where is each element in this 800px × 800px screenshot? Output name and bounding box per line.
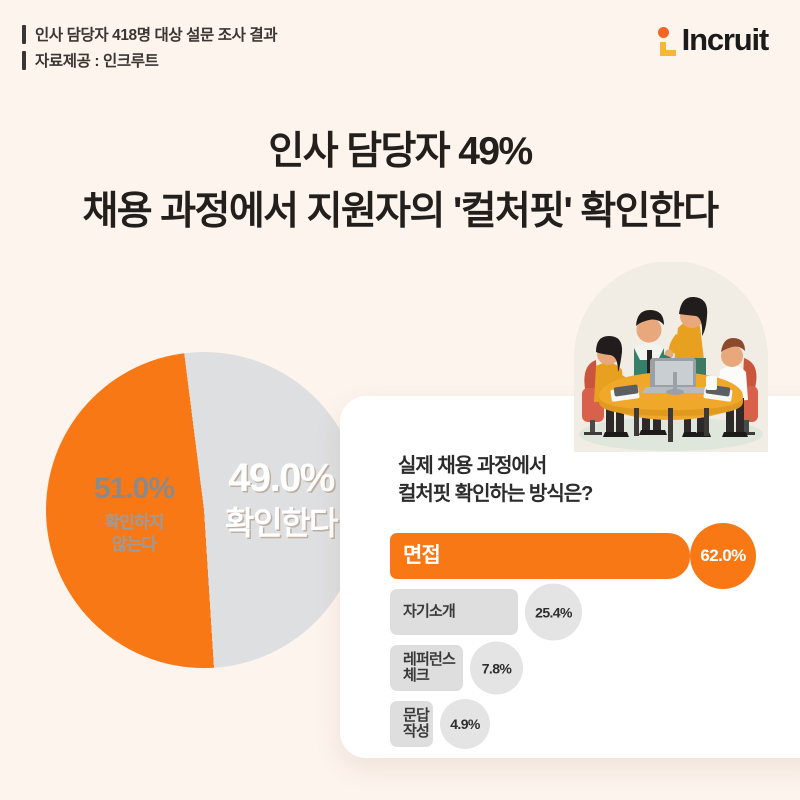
header-line-2: 자료제공 : 인크루트 — [22, 48, 277, 72]
pie-yes-label: 확인한다 — [224, 505, 339, 541]
pie-no-percent: 51.0% — [93, 472, 175, 505]
survey-subject-text: 인사 담당자 418명 대상 설문 조사 결과 — [35, 27, 278, 44]
bar-label: 자기소개 — [403, 602, 456, 620]
bar-label: 문답 작성 — [403, 706, 430, 740]
bar-chart: 면접 62.0% 자기소개 25.4% 레퍼런스 체크 7.8% 문답 작성 4.9% — [390, 523, 800, 757]
meeting-illustration — [556, 262, 786, 452]
bar-row: 자기소개 25.4% — [390, 583, 800, 641]
pie-chart: 51.0% 확인하지 않는다 49.0% 확인한다 — [46, 352, 362, 668]
bar-row: 면접 62.0% — [390, 523, 800, 589]
methods-card: 실제 채용 과정에서 컬처핏 확인하는 방식은? 면접 62.0% 자기소개 25.4… — [340, 396, 800, 758]
accent-bar-icon — [22, 50, 26, 70]
pie-slice-label-yes: 49.0% 확인한다 — [206, 456, 356, 542]
page-title: 인사 담당자 49% 채용 과정에서 지원자의 '컬처핏' 확인한다 — [0, 122, 800, 243]
methods-card-heading: 실제 채용 과정에서 컬처핏 확인하는 방식은? — [398, 452, 593, 509]
title-line-2: 채용 과정에서 지원자의 '컬처핏' 확인한다 — [82, 190, 719, 234]
bar-row: 레퍼런스 체크 7.8% — [390, 641, 800, 695]
card-heading-line-2: 컬처핏 확인하는 방식은? — [398, 483, 593, 506]
bar-label: 면접 — [403, 543, 441, 567]
pie-slice-label-no: 51.0% 확인하지 않는다 — [74, 472, 194, 557]
pie-yes-percent: 49.0% — [228, 456, 335, 500]
brand-name: Incruit — [681, 22, 770, 57]
pie-no-label: 확인하지 않는다 — [104, 512, 164, 555]
title-line-1: 인사 담당자 49% — [268, 130, 533, 173]
accent-bar-icon — [22, 24, 26, 44]
bar-value-badge: 4.9% — [440, 699, 490, 749]
bar-label: 레퍼런스 체크 — [403, 650, 456, 684]
data-provider-text: 자료제공 : 인크루트 — [35, 53, 159, 70]
incruit-logo-mark-icon — [656, 23, 680, 57]
pie-chart-graphic — [46, 352, 362, 668]
header-line-1: 인사 담당자 418명 대상 설문 조사 결과 — [22, 22, 278, 46]
bar-row: 문답 작성 4.9% — [390, 699, 800, 749]
bar-0: 면접 — [390, 533, 690, 579]
card-heading-line-1: 실제 채용 과정에서 — [398, 455, 547, 477]
bar-value-badge: 62.0% — [690, 523, 756, 589]
bar-value-badge: 7.8% — [470, 641, 523, 695]
brand-logo: Incruit — [656, 20, 770, 60]
bar-1: 자기소개 — [390, 589, 518, 635]
bar-3: 문답 작성 — [390, 701, 433, 747]
bar-2: 레퍼런스 체크 — [390, 645, 463, 691]
bar-value-badge: 25.4% — [525, 583, 582, 641]
source-header: 인사 담당자 418명 대상 설문 조사 결과 자료제공 : 인크루트 — [22, 22, 278, 74]
